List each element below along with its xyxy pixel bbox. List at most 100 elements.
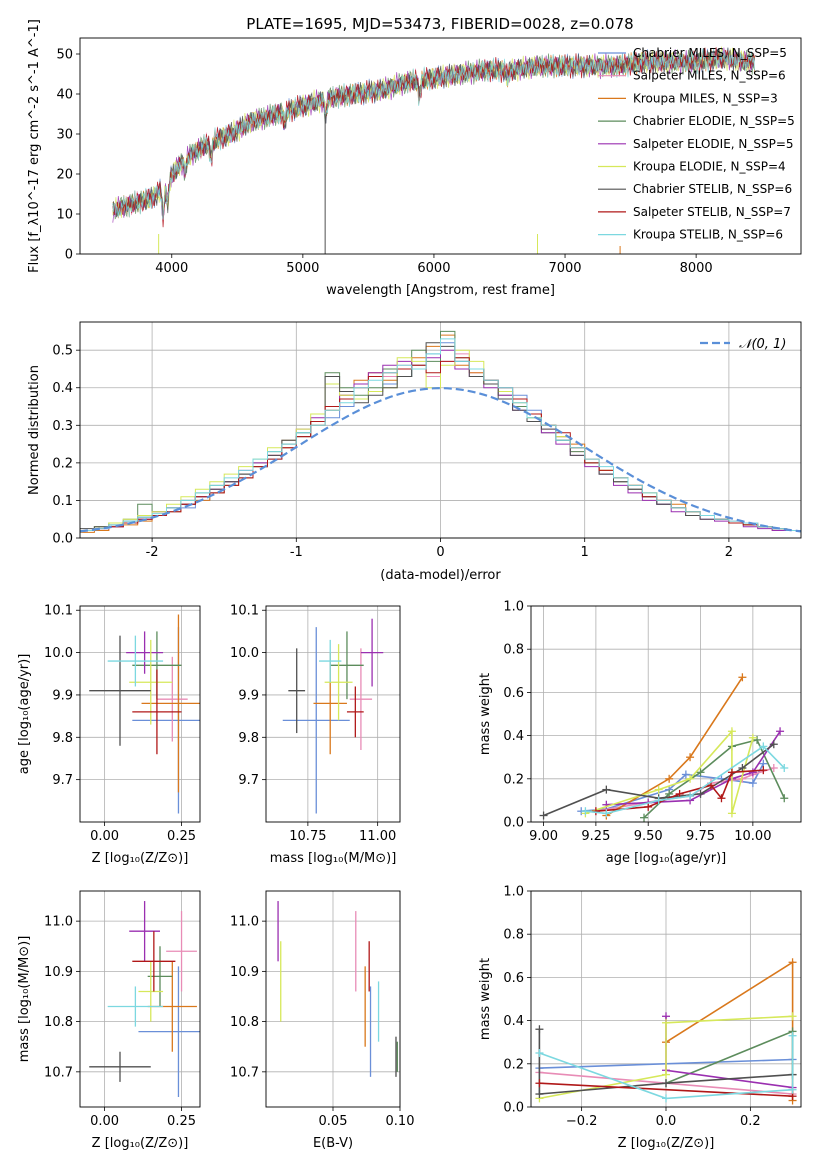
x-axis-label: age [log₁₀(age/yr)] — [606, 851, 727, 866]
axes-frame — [530, 605, 802, 823]
legend-entry: Chabrier ELODIE, N_SSP=5 — [633, 114, 795, 128]
x-axis-label: Z [log₁₀(Z/Z⊙)] — [618, 1136, 715, 1151]
y-tick-label: 0.6 — [503, 686, 524, 701]
x-tick-label: 8000 — [680, 261, 713, 276]
age-vs-mass-panel: 10.75 11.00 9.7 9.8 9.9 10.0 10.1 mass [log₁₀(M… — [230, 604, 401, 866]
y-axis-label: mass [log₁₀(M/M⊙)] — [17, 936, 32, 1063]
legend-entry: Chabrier MILES, N_SSP=5 — [633, 46, 787, 60]
y-tick-label: 10.9 — [44, 965, 73, 980]
weight-series-line — [539, 1035, 794, 1100]
weight-series-line — [538, 1029, 793, 1095]
y-tick-label: 10.8 — [44, 1015, 73, 1030]
x-tick-label: 1 — [581, 545, 589, 560]
legend-entry: Kroupa STELIB, N_SSP=6 — [633, 228, 783, 242]
weight-series-line — [585, 729, 754, 815]
y-tick-label: 9.7 — [238, 773, 259, 788]
y-tick-label: 40 — [56, 88, 73, 103]
y-tick-label: 9.8 — [238, 731, 259, 746]
y-tick-label: 10.8 — [230, 1015, 259, 1030]
y-tick-label: 10 — [56, 208, 73, 223]
x-axis-label: E(B-V) — [313, 1136, 353, 1151]
x-tick-label: -2 — [146, 545, 159, 560]
y-tick-label: 9.8 — [52, 731, 73, 746]
y-tick-label: 11.0 — [230, 915, 259, 930]
x-axis-label: Z [log₁₀(Z/Z⊙)] — [92, 1136, 189, 1151]
y-tick-label: 9.9 — [238, 688, 259, 703]
x-tick-label: 2 — [725, 545, 733, 560]
legend-entry: 𝒩(0, 1) — [739, 337, 786, 352]
x-tick-label: 0.0 — [656, 1114, 677, 1129]
weight-series-line — [606, 730, 781, 806]
y-tick-label: 0.5 — [52, 344, 73, 359]
x-tick-label: -1 — [290, 545, 303, 560]
x-tick-label: 0.00 — [90, 829, 119, 844]
y-tick-label: 20 — [56, 168, 73, 183]
x-tick-label: 10.75 — [289, 829, 326, 844]
y-axis-label: age [log₁₀(age/yr)] — [17, 654, 32, 775]
axes-frame — [265, 890, 401, 1108]
y-tick-label: 0.0 — [503, 816, 524, 831]
y-tick-label: 10.0 — [230, 646, 259, 661]
mass-vs-metallicity-panel: 0.00 0.25 10.7 10.8 10.9 11.0 Z [log₁₀(Z/Z⊙)] m… — [17, 890, 201, 1151]
y-tick-label: 11.0 — [44, 915, 73, 930]
x-tick-label: 9.75 — [686, 829, 715, 844]
y-tick-label: 0.2 — [503, 772, 524, 787]
weight-series-line — [539, 1082, 793, 1097]
spectrum-model-line — [112, 48, 755, 220]
y-tick-label: 0.0 — [503, 1101, 524, 1116]
weight-lines — [535, 958, 797, 1105]
y-tick-label: 50 — [56, 48, 73, 63]
y-tick-label: 0.2 — [52, 456, 73, 471]
mass-vs-extinction-panel: 0.05 0.10 10.7 10.8 10.9 11.0 E(B-V) — [230, 890, 415, 1151]
axes-frame — [79, 321, 802, 539]
y-axis-label: mass weight — [478, 673, 493, 755]
x-tick-label: 11.00 — [359, 829, 396, 844]
x-axis-label: Z [log₁₀(Z/Z⊙)] — [92, 851, 189, 866]
y-tick-label: 0.8 — [503, 643, 524, 658]
spectrum-lines — [112, 46, 755, 254]
y-tick-label: 0.4 — [503, 729, 524, 744]
x-tick-label: 0.10 — [386, 1114, 415, 1129]
axes-frame — [265, 605, 401, 823]
spectrum-panel: 4000 5000 6000 7000 8000 0 10 20 30 40 50 wavelengt… — [27, 19, 802, 298]
histogram-step — [80, 338, 801, 538]
legend-entry: Salpeter MILES, N_SSP=6 — [633, 69, 786, 83]
y-tick-label: 10.1 — [44, 604, 73, 619]
legend-entry: Salpeter STELIB, N_SSP=7 — [633, 205, 791, 219]
x-tick-label: 0 — [436, 545, 444, 560]
y-tick-label: 0.6 — [503, 971, 524, 986]
y-tick-label: 10.1 — [230, 604, 259, 619]
y-tick-label: 0.0 — [52, 532, 73, 547]
y-tick-label: 0.8 — [503, 928, 524, 943]
y-tick-label: 0.4 — [52, 381, 73, 396]
y-tick-label: 10.0 — [44, 646, 73, 661]
y-tick-label: 0.3 — [52, 419, 73, 434]
y-tick-label: 0.4 — [503, 1014, 524, 1029]
axes-frame — [79, 37, 802, 255]
y-tick-label: 1.0 — [503, 600, 524, 615]
x-tick-label: 6000 — [417, 261, 450, 276]
y-tick-label: 9.7 — [52, 773, 73, 788]
weight-lines — [539, 673, 789, 822]
x-tick-label: 7000 — [548, 261, 581, 276]
weight-vs-metallicity-panel: −0.2 0.0 0.2 0.0 0.2 0.4 0.6 0.8 1.0 Z [log₁₀(Z/Z… — [478, 885, 802, 1151]
y-tick-label: 1.0 — [503, 885, 524, 900]
x-tick-label: −0.2 — [566, 1114, 598, 1129]
age-vs-metallicity-panel: 0.00 0.25 9.7 9.8 9.9 10.0 10.1 Z [log₁₀(Z/Z⊙)]… — [17, 604, 201, 866]
x-tick-label: 9.00 — [529, 829, 558, 844]
x-tick-label: 0.05 — [319, 1114, 348, 1129]
x-axis-label: (data-model)/error — [380, 568, 501, 583]
x-tick-label: 4000 — [155, 261, 188, 276]
x-tick-label: 0.00 — [90, 1114, 119, 1129]
y-axis-label: mass weight — [478, 958, 493, 1040]
y-tick-label: 10.7 — [230, 1065, 259, 1080]
spectrum-model-line — [112, 47, 755, 228]
y-tick-label: 0.2 — [503, 1057, 524, 1072]
spectrum-title: PLATE=1695, MJD=53473, FIBERID=0028, z=0… — [246, 15, 633, 33]
y-tick-label: 10.7 — [44, 1065, 73, 1080]
errorbar-group — [282, 618, 384, 814]
errorbar-group — [277, 901, 398, 1077]
x-tick-label: 0.2 — [740, 1114, 761, 1129]
axes-frame — [79, 890, 201, 1108]
